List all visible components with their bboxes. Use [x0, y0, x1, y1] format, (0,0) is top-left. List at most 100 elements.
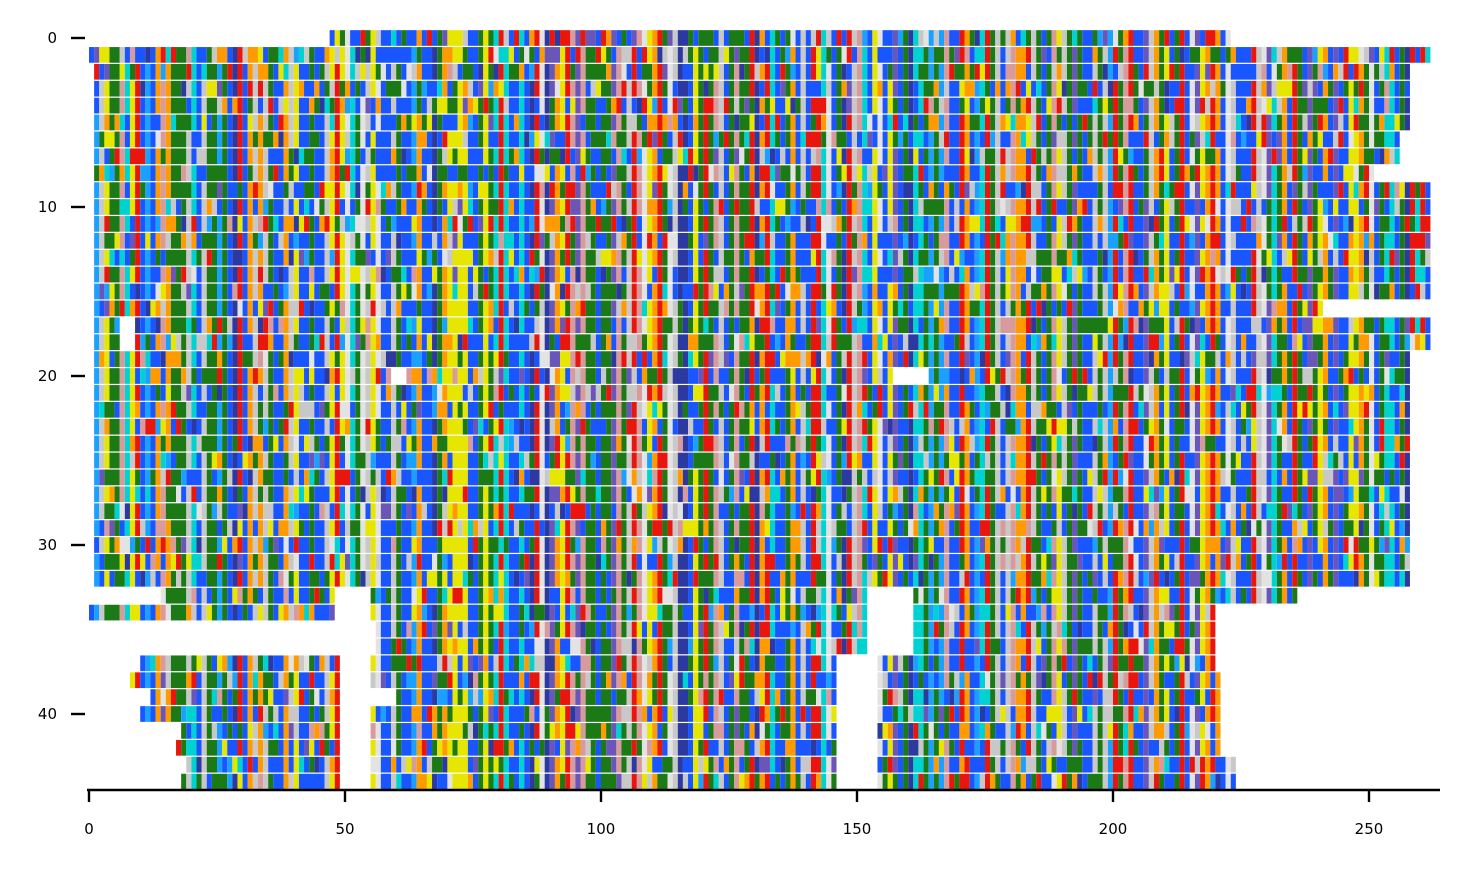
alignment-cell	[677, 131, 683, 148]
alignment-cell	[442, 148, 448, 165]
alignment-cell	[232, 114, 238, 131]
alignment-cell	[416, 148, 422, 165]
alignment-cell	[810, 232, 822, 249]
alignment-cell	[232, 317, 238, 334]
alignment-cell	[1358, 80, 1364, 97]
alignment-cell	[1000, 47, 1006, 63]
alignment-cell	[595, 317, 601, 334]
alignment-cell	[1153, 368, 1160, 384]
alignment-cell	[841, 232, 847, 249]
alignment-cell	[631, 97, 637, 114]
alignment-cell	[345, 216, 351, 232]
alignment-cell	[1230, 97, 1236, 114]
alignment-cell	[488, 199, 499, 215]
alignment-cell	[519, 266, 525, 283]
alignment-cell	[1281, 368, 1288, 384]
alignment-cell	[119, 182, 125, 198]
alignment-cell	[1133, 317, 1139, 334]
alignment-cell	[447, 131, 463, 148]
alignment-cell	[1215, 334, 1221, 351]
alignment-cell	[1215, 266, 1221, 283]
alignment-cell	[1251, 80, 1257, 97]
alignment-cell	[995, 114, 1001, 131]
alignment-cell	[524, 63, 530, 80]
alignment-cell	[1374, 283, 1380, 300]
alignment-cell	[969, 63, 975, 80]
alignment-cell	[222, 232, 228, 249]
alignment-cell	[355, 97, 361, 114]
alignment-cell	[1143, 368, 1149, 384]
alignment-cell	[1005, 300, 1011, 317]
alignment-cell	[478, 97, 484, 114]
alignment-cell	[1322, 351, 1329, 367]
alignment-cell	[1297, 131, 1303, 148]
alignment-cell	[196, 266, 202, 283]
alignment-cell	[1056, 148, 1062, 165]
alignment-cell	[964, 283, 970, 300]
alignment-cell	[1148, 199, 1154, 215]
alignment-cell	[1307, 199, 1313, 215]
alignment-cell	[201, 114, 207, 131]
alignment-cell	[508, 199, 514, 215]
alignment-cell	[1010, 232, 1016, 249]
alignment-cell	[1164, 266, 1170, 283]
alignment-cell	[631, 216, 637, 232]
alignment-cell	[473, 114, 479, 131]
alignment-cell	[339, 47, 345, 63]
alignment-cell	[217, 300, 223, 317]
alignment-cell	[288, 131, 294, 148]
alignment-cell	[590, 199, 596, 215]
alignment-cell	[1118, 216, 1124, 232]
alignment-cell	[1256, 97, 1262, 114]
alignment-cell	[519, 114, 525, 131]
alignment-cell	[252, 131, 258, 148]
alignment-cell	[995, 300, 1001, 317]
alignment-cell	[329, 216, 335, 232]
alignment-cell	[1256, 334, 1262, 351]
alignment-cell	[641, 368, 648, 384]
alignment-cell	[903, 97, 909, 114]
alignment-cell	[708, 249, 714, 266]
alignment-cell	[268, 334, 274, 351]
alignment-cell	[933, 351, 939, 367]
alignment-cell	[150, 199, 156, 215]
alignment-cell	[616, 182, 622, 198]
alignment-cell	[1020, 131, 1026, 148]
alignment-cell	[764, 300, 770, 317]
alignment-cell	[718, 216, 724, 232]
alignment-cell	[1107, 283, 1113, 300]
alignment-cell	[1399, 283, 1405, 300]
alignment-cell	[1097, 30, 1103, 46]
alignment-cell	[493, 266, 499, 283]
alignment-cell	[1374, 368, 1380, 384]
alignment-cell	[196, 216, 202, 232]
alignment-cell	[775, 216, 781, 232]
alignment-cell	[360, 385, 366, 401]
alignment-cell	[1046, 131, 1052, 148]
alignment-cell	[903, 182, 914, 198]
alignment-cell	[426, 351, 433, 367]
alignment-cell	[821, 148, 827, 165]
alignment-cell	[1072, 300, 1078, 317]
alignment-cell	[529, 300, 535, 317]
alignment-cell	[775, 148, 781, 165]
alignment-cell	[432, 63, 438, 80]
alignment-cell	[1333, 80, 1339, 97]
alignment-cell	[483, 165, 489, 182]
alignment-cell	[1312, 249, 1318, 266]
alignment-cell	[1266, 148, 1272, 165]
alignment-cell	[1369, 63, 1375, 80]
alignment-cell	[595, 232, 607, 249]
alignment-cell	[688, 317, 694, 334]
alignment-cell	[257, 351, 264, 367]
alignment-cell	[1328, 63, 1334, 80]
alignment-cell	[160, 216, 166, 232]
alignment-cell	[1256, 63, 1262, 80]
alignment-cell	[554, 199, 561, 215]
alignment-cell	[672, 97, 678, 114]
alignment-cell	[288, 334, 294, 351]
alignment-cell	[493, 114, 499, 131]
alignment-cell	[1235, 131, 1241, 148]
alignment-cell	[647, 249, 653, 266]
